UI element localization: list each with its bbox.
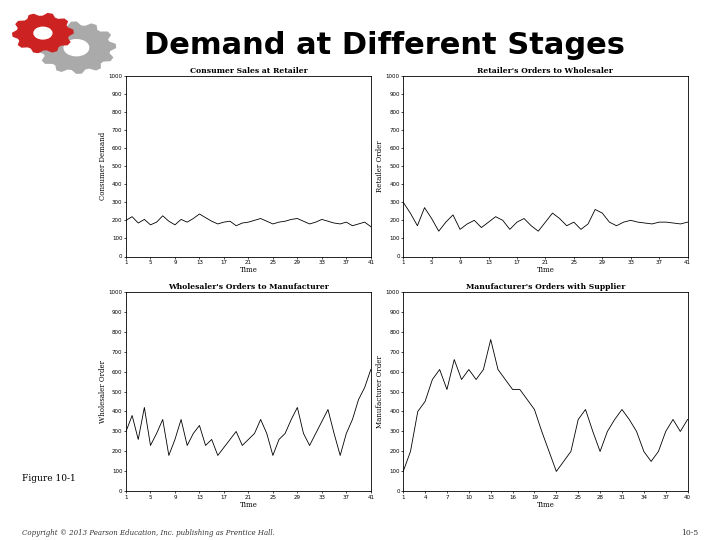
Text: Copyright © 2013 Pearson Education, Inc. publishing as Prentice Hall.: Copyright © 2013 Pearson Education, Inc.…: [22, 529, 274, 537]
Circle shape: [64, 39, 89, 56]
Title: Wholesaler's Orders to Manufacturer: Wholesaler's Orders to Manufacturer: [168, 283, 329, 291]
Circle shape: [34, 27, 52, 39]
Title: Retailer's Orders to Wholesaler: Retailer's Orders to Wholesaler: [477, 67, 613, 75]
Text: Figure 10-1: Figure 10-1: [22, 474, 76, 483]
X-axis label: Time: Time: [536, 501, 554, 509]
Y-axis label: Wholesaler Order: Wholesaler Order: [99, 360, 107, 423]
Title: Consumer Sales at Retailer: Consumer Sales at Retailer: [189, 67, 307, 75]
Polygon shape: [37, 22, 115, 73]
Y-axis label: Manufacturer Order: Manufacturer Order: [377, 355, 384, 428]
X-axis label: Time: Time: [240, 501, 257, 509]
Text: Demand at Different Stages: Demand at Different Stages: [144, 31, 625, 60]
X-axis label: Time: Time: [240, 266, 257, 274]
X-axis label: Time: Time: [536, 266, 554, 274]
Text: 10-5: 10-5: [681, 529, 698, 537]
Y-axis label: Consumer Demand: Consumer Demand: [99, 132, 107, 200]
Polygon shape: [13, 14, 73, 52]
Y-axis label: Retailer Order: Retailer Order: [377, 140, 384, 192]
Title: Manufacturer's Orders with Supplier: Manufacturer's Orders with Supplier: [466, 283, 625, 291]
